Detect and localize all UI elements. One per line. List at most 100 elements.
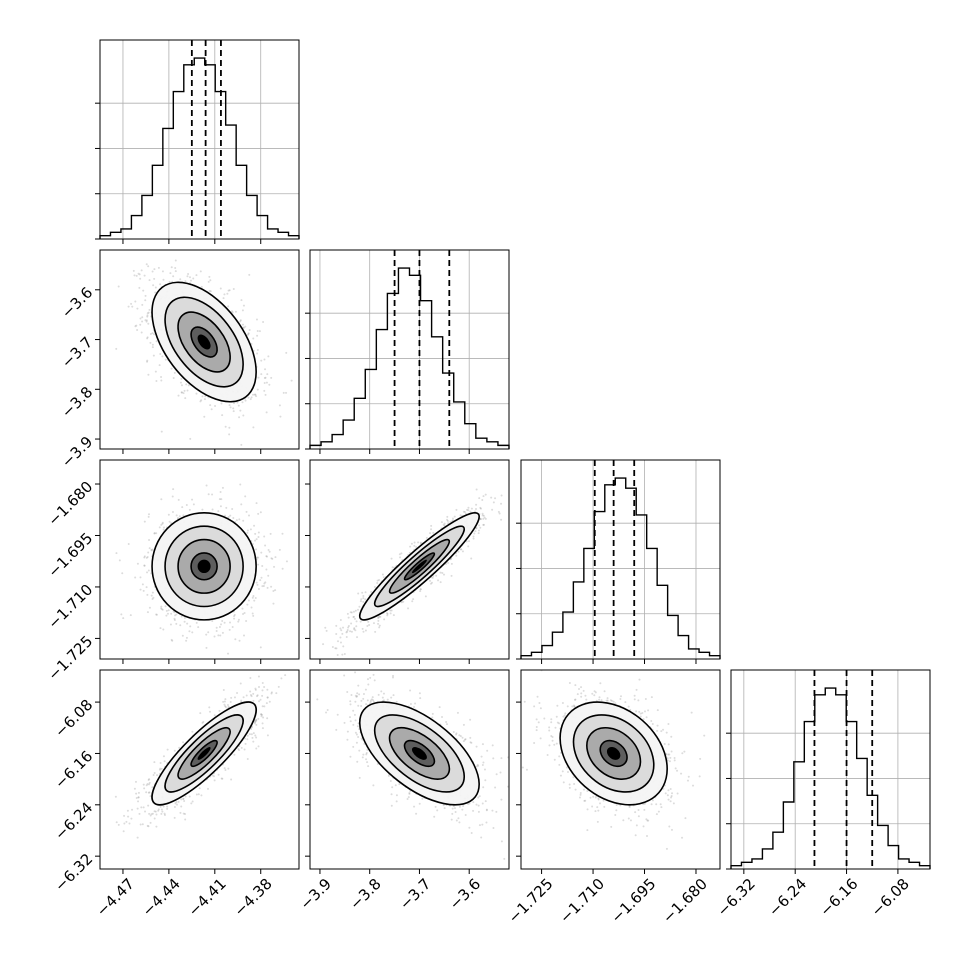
- scatter-point: [163, 814, 166, 817]
- scatter-point: [483, 516, 486, 519]
- contour-line: [358, 512, 480, 621]
- scatter-point: [256, 348, 259, 351]
- panel-frame: [309, 249, 510, 450]
- scatter-point: [265, 702, 268, 705]
- scatter-point: [256, 388, 259, 391]
- scatter-point: [237, 620, 240, 623]
- scatter-point: [378, 624, 381, 627]
- scatter-point: [164, 605, 167, 608]
- scatter-point: [229, 406, 232, 409]
- scatter-point: [115, 347, 118, 350]
- scatter-point: [470, 557, 473, 560]
- scatter-point: [191, 730, 194, 733]
- scatter-point: [465, 540, 468, 543]
- scatter-point: [482, 514, 485, 517]
- scatter-point: [253, 599, 256, 602]
- scatter-point: [457, 550, 460, 553]
- scatter-point: [143, 555, 146, 558]
- scatter-point: [151, 591, 154, 594]
- scatter-point: [144, 294, 147, 297]
- scatter-point: [148, 547, 151, 550]
- scatter-point: [259, 511, 262, 514]
- scatter-point: [266, 696, 269, 699]
- scatter-point: [244, 495, 247, 498]
- scatter-point: [160, 430, 163, 433]
- scatter-point: [184, 397, 187, 400]
- scatter-point: [183, 620, 186, 623]
- scatter-point: [220, 777, 223, 780]
- scatter-point: [117, 285, 120, 288]
- contour-line: [164, 296, 244, 388]
- scatter-point: [255, 723, 258, 726]
- scatter-point: [147, 265, 150, 268]
- scatter-point: [147, 322, 150, 325]
- scatter-point: [146, 312, 149, 315]
- scatter-point: [160, 379, 163, 382]
- scatter-point: [266, 734, 269, 737]
- scatter-point: [253, 393, 256, 396]
- scatter-point: [180, 615, 183, 618]
- scatter-point: [211, 493, 214, 496]
- scatter-point: [261, 681, 264, 684]
- scatter-point: [191, 631, 194, 634]
- scatter-point: [136, 562, 139, 565]
- scatter-point: [146, 315, 149, 318]
- scatter-point: [411, 600, 414, 603]
- scatter-point: [148, 539, 151, 542]
- scatter-point: [161, 270, 164, 273]
- scatter-point: [205, 633, 208, 636]
- scatter-point: [464, 512, 467, 515]
- scatter-point: [500, 494, 503, 497]
- scatter-point: [252, 337, 255, 340]
- scatter-point: [450, 562, 453, 565]
- scatter-point: [171, 639, 174, 642]
- scatter-point: [151, 786, 154, 789]
- scatter-panel-2-1: [305, 459, 510, 664]
- scatter-point: [161, 355, 164, 358]
- scatter-point: [130, 302, 133, 305]
- scatter-point: [228, 426, 231, 429]
- scatter-point: [417, 541, 420, 544]
- scatter-point: [447, 522, 450, 525]
- scatter-point: [271, 557, 274, 560]
- scatter-point: [160, 605, 163, 608]
- scatter-point: [263, 389, 266, 392]
- histogram-steps: [309, 267, 510, 449]
- scatter-point: [134, 300, 137, 303]
- scatter-point: [155, 825, 158, 828]
- scatter-point: [231, 626, 234, 629]
- scatter-point: [475, 527, 478, 530]
- scatter-point: [179, 624, 182, 627]
- scatter-point: [177, 498, 180, 501]
- scatter-point: [165, 614, 168, 617]
- scatter-point: [195, 621, 198, 624]
- scatter-point: [374, 630, 377, 633]
- scatter-point: [257, 685, 260, 688]
- scatter-point: [467, 509, 470, 512]
- scatter-point: [174, 802, 177, 805]
- scatter-point: [141, 823, 144, 826]
- scatter-point: [257, 745, 260, 748]
- scatter-point: [373, 586, 376, 589]
- scatter-point: [377, 619, 380, 622]
- panel-content: [322, 488, 503, 656]
- scatter-point: [484, 517, 487, 520]
- scatter-point: [367, 620, 370, 623]
- scatter-point: [490, 496, 493, 499]
- histogram-panel-1: [305, 249, 510, 454]
- scatter-point: [237, 404, 240, 407]
- scatter-point: [347, 625, 350, 628]
- scatter-point: [267, 355, 270, 358]
- scatter-point: [135, 324, 138, 327]
- histogram-panel-3: [726, 669, 931, 874]
- scatter-point: [146, 314, 149, 317]
- panel-frame: [99, 39, 300, 240]
- scatter-point: [121, 572, 124, 575]
- contour-line: [164, 525, 244, 608]
- scatter-point: [137, 272, 140, 275]
- scatter-point: [158, 364, 161, 367]
- scatter-point: [149, 821, 152, 824]
- scatter-point: [381, 573, 384, 576]
- scatter-point: [460, 548, 463, 551]
- scatter-point: [159, 761, 162, 764]
